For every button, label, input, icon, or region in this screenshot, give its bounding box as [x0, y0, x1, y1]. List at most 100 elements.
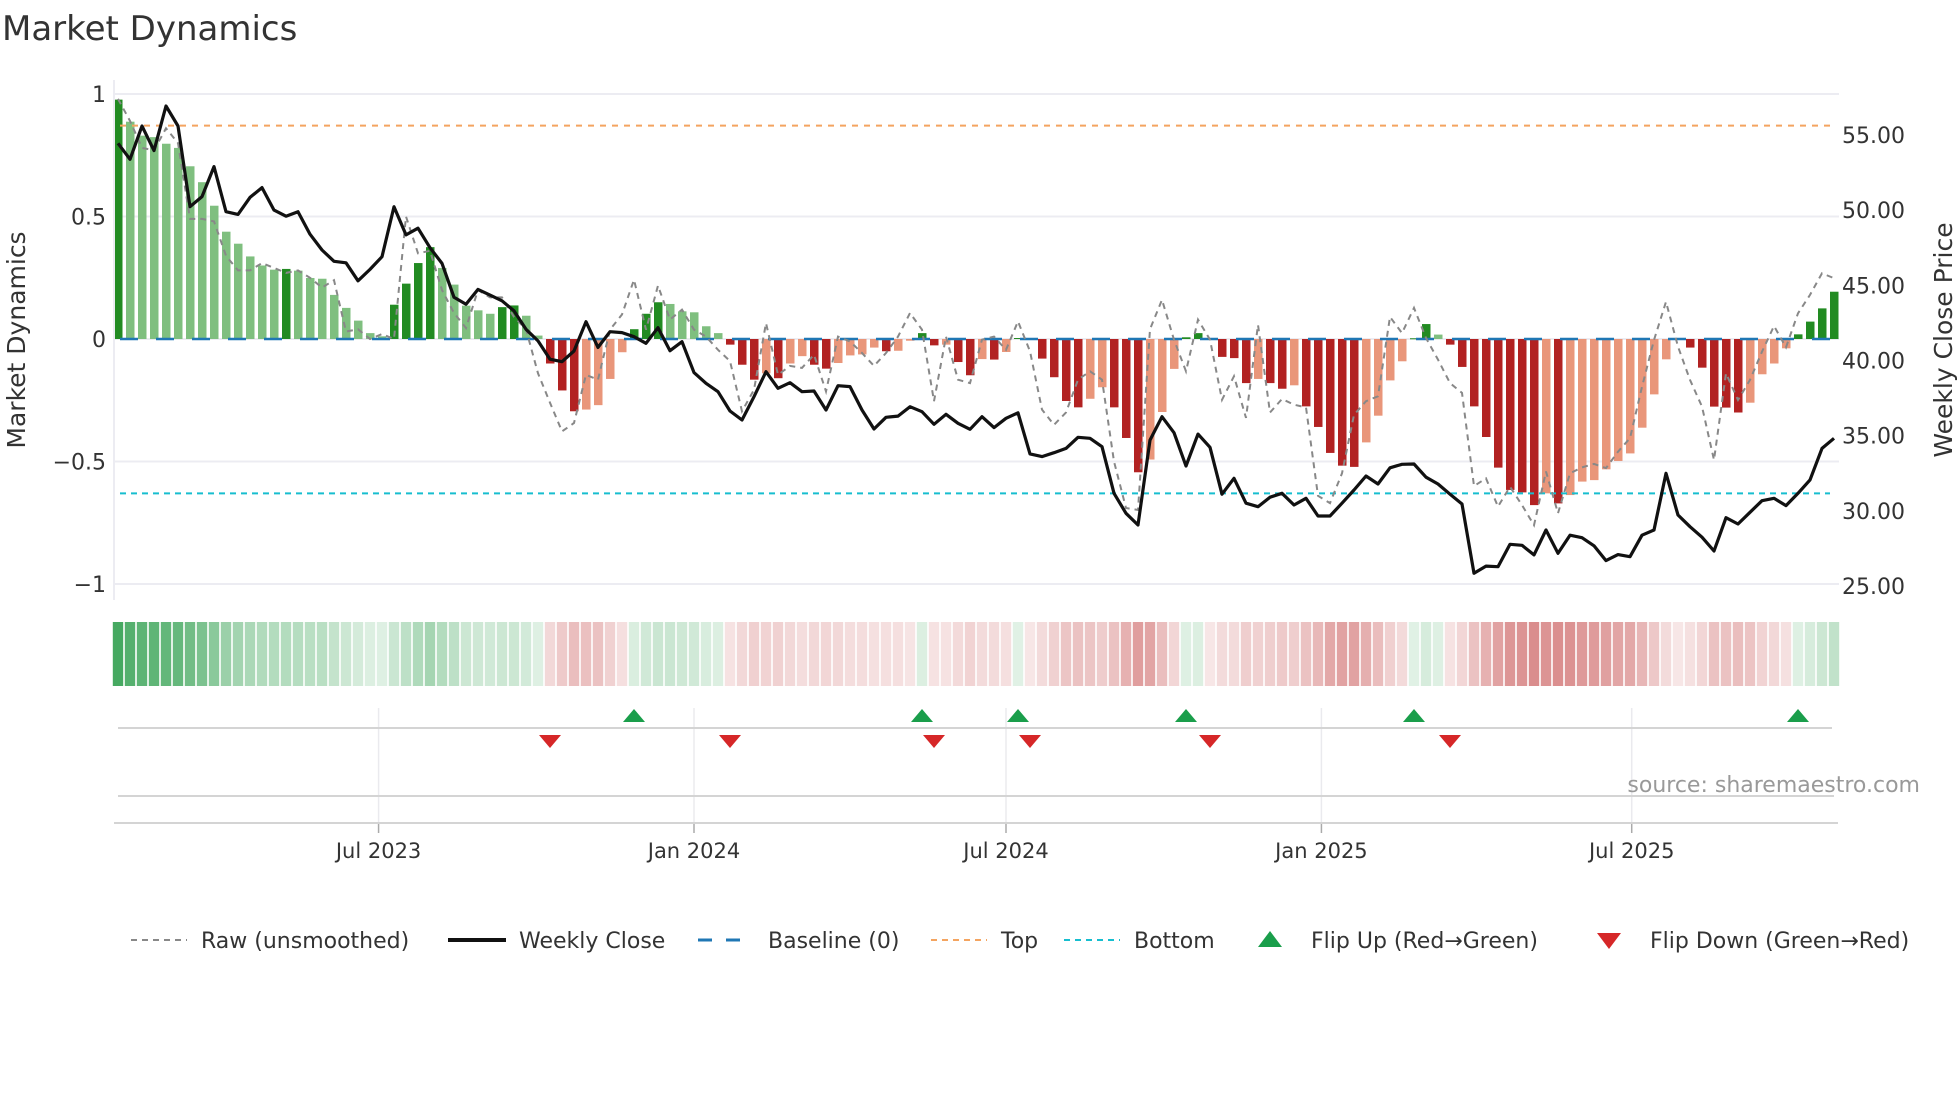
source-label: source: sharemaestro.com — [1627, 773, 1920, 798]
heat-cell — [436, 622, 448, 686]
bar — [450, 284, 459, 339]
bar — [1446, 339, 1455, 345]
heat-cell — [1132, 622, 1144, 686]
bar — [1494, 339, 1503, 468]
heat-cell — [856, 622, 868, 686]
bar — [1710, 339, 1719, 407]
heat-cell — [1432, 622, 1444, 686]
bar — [1038, 339, 1047, 359]
flip-up-marker — [911, 709, 933, 722]
bar — [1542, 339, 1551, 494]
bar — [990, 339, 999, 360]
bar — [306, 277, 315, 339]
heat-cell — [820, 622, 832, 686]
bar — [546, 339, 555, 364]
heat-cell — [1288, 622, 1300, 686]
y-tick-label: 0.5 — [71, 206, 106, 231]
bar — [1350, 339, 1359, 467]
heat-cell — [1456, 622, 1468, 686]
bar — [426, 247, 435, 339]
heat-cell — [1180, 622, 1192, 686]
heat-cell — [1804, 622, 1816, 686]
bar — [402, 283, 411, 339]
heat-cell — [640, 622, 652, 686]
heat-cell — [1732, 622, 1744, 686]
heat-cell — [724, 622, 736, 686]
bar — [702, 326, 711, 339]
bar — [246, 256, 255, 339]
heat-cell — [1276, 622, 1288, 686]
heat-cell — [892, 622, 904, 686]
heat-cell — [748, 622, 760, 686]
heat-cell — [1468, 622, 1480, 686]
bar — [1794, 334, 1803, 339]
flip-down-marker — [539, 735, 561, 748]
heat-cell — [124, 622, 136, 686]
heat-cell — [1252, 622, 1264, 686]
bar — [534, 335, 543, 339]
bar — [1650, 339, 1659, 395]
bar — [1266, 339, 1275, 384]
heat-cell — [1108, 622, 1120, 686]
heat-cell — [244, 622, 256, 686]
bar — [774, 339, 783, 379]
heat-cell — [1372, 622, 1384, 686]
heat-cell — [388, 622, 400, 686]
heat-cell — [1720, 622, 1732, 686]
heat-cell — [328, 622, 340, 686]
bar — [1374, 339, 1383, 416]
heat-cell — [1084, 622, 1096, 686]
heat-cell — [1540, 622, 1552, 686]
bar — [666, 303, 675, 339]
bar — [798, 339, 807, 357]
heat-cell — [160, 622, 172, 686]
heat-cell — [616, 622, 628, 686]
heat-cell — [1384, 622, 1396, 686]
bar — [498, 307, 507, 339]
bar — [1734, 339, 1743, 413]
chart-title: Market Dynamics — [2, 9, 297, 49]
flip-up-marker — [1403, 709, 1425, 722]
bar — [1290, 339, 1299, 386]
heat-cell — [508, 622, 520, 686]
flip-down-marker — [1199, 735, 1221, 748]
bar — [1050, 339, 1059, 378]
bar — [198, 182, 207, 339]
bar — [1470, 339, 1479, 407]
bar — [1158, 339, 1167, 413]
heat-cell — [1528, 622, 1540, 686]
flip-down-marker — [1019, 735, 1041, 748]
bar — [1626, 339, 1635, 454]
heat-cell — [256, 622, 268, 686]
bar — [1518, 339, 1527, 493]
legend-label: Raw (unsmoothed) — [201, 929, 409, 954]
heat-cell — [1072, 622, 1084, 686]
heat-cell — [1588, 622, 1600, 686]
bar — [366, 333, 375, 339]
bar — [582, 339, 591, 410]
heat-cell — [232, 622, 244, 686]
heat-cell — [376, 622, 388, 686]
y2-axis-title: Weekly Close Price — [1929, 222, 1958, 457]
bar — [462, 305, 471, 339]
flip-up-marker — [623, 709, 645, 722]
heat-cell — [760, 622, 772, 686]
bar — [858, 339, 867, 355]
flip-down-marker — [1439, 735, 1461, 748]
heat-cell — [424, 622, 436, 686]
bar — [1254, 339, 1263, 379]
bar — [1830, 291, 1839, 339]
level-lines — [120, 124, 1834, 495]
bar — [558, 339, 567, 391]
bar — [1242, 339, 1251, 384]
heat-cell — [736, 622, 748, 686]
heat-cell — [1660, 622, 1672, 686]
x-tick-label: Jul 2023 — [334, 839, 421, 863]
heat-cell — [208, 622, 220, 686]
heat-cell — [1576, 622, 1588, 686]
bar — [1758, 339, 1767, 375]
bar — [1506, 339, 1515, 490]
bar — [1662, 339, 1671, 360]
heat-cell — [700, 622, 712, 686]
